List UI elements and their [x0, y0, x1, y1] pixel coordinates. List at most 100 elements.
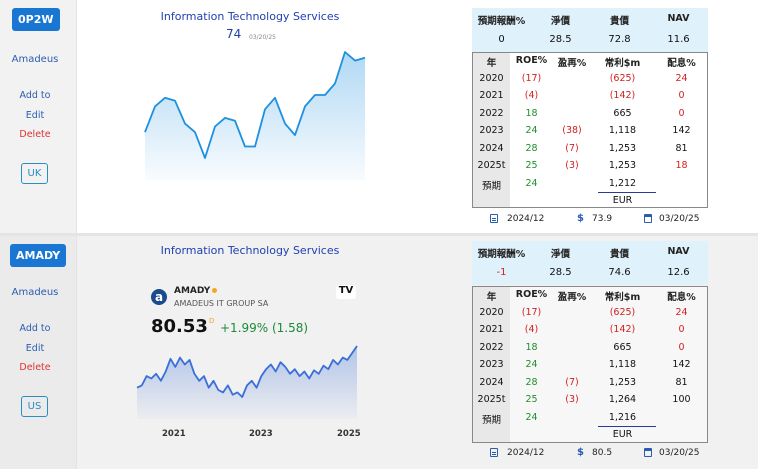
table-cell: 142: [672, 359, 691, 370]
table-cell: (625): [609, 72, 636, 84]
table-header: ROE%: [515, 289, 548, 300]
total-underline: [598, 192, 656, 193]
table-cell: (17): [521, 72, 542, 84]
table-cell: 1,253: [608, 142, 637, 154]
current-price: 74: [226, 27, 242, 41]
row-year: 預期: [481, 180, 501, 192]
widget-price-flag: D: [209, 317, 215, 325]
price-series-area: [137, 346, 357, 419]
ticker-button[interactable]: 0P2W: [12, 8, 60, 31]
footer-value: 80.5: [592, 448, 613, 458]
row-year: 2020: [479, 306, 504, 318]
tradingview-logo-icon[interactable]: TV: [336, 285, 356, 299]
table-header: 常利$m: [604, 292, 641, 303]
footer-date: 03/20/25: [659, 214, 700, 224]
sparkline-area: [145, 52, 365, 180]
table-cell: 1,216: [608, 411, 637, 423]
table-cell: 25: [525, 394, 538, 405]
financial-table: 年 ROE% 盈再% 常利$m 配息% 2020 (17) (625) 24 2021 (4) (14…: [472, 286, 708, 443]
delete-link[interactable]: Delete: [19, 362, 51, 373]
summary-header: 淨價: [550, 16, 570, 27]
add-to-link[interactable]: Add to: [19, 90, 51, 101]
table-header: 盈再%: [557, 58, 587, 69]
table-cell: (4): [524, 90, 539, 101]
company-link[interactable]: Amadeus: [11, 287, 59, 298]
table-cell: 1,118: [608, 125, 637, 136]
currency-label: EUR: [612, 429, 633, 440]
table-cell: 1,212: [608, 177, 637, 189]
document-icon: [490, 448, 498, 457]
currency-label: EUR: [612, 195, 633, 206]
price-chart[interactable]: [136, 344, 358, 419]
calendar-icon: [644, 214, 652, 223]
row-year: 2024: [479, 142, 504, 154]
summary-header: 貴價: [609, 16, 629, 27]
table-header: 配息%: [667, 58, 696, 69]
table-cell: 28: [525, 376, 538, 388]
table-cell: (3): [565, 160, 579, 171]
row-year: 2021: [479, 324, 504, 335]
market-status-dot: [212, 288, 217, 293]
table-cell: (142): [609, 324, 636, 335]
table-cell: (7): [565, 142, 579, 154]
table-cell: (17): [521, 306, 542, 318]
table-header: 年: [486, 58, 497, 69]
sector-title: Information Technology Services: [160, 10, 340, 23]
price-series-line: [136, 345, 358, 398]
row-year: 預期: [481, 414, 501, 426]
footer-date: 03/20/25: [659, 448, 700, 458]
table-cell: 24: [525, 177, 538, 189]
table-header: 常利$m: [604, 58, 641, 69]
nav-value: 11.6: [667, 34, 690, 45]
company-link[interactable]: Amadeus: [11, 54, 59, 65]
add-to-link[interactable]: Add to: [19, 323, 51, 334]
table-cell: (4): [524, 324, 539, 335]
x-axis-label: 2021: [162, 429, 186, 439]
market-badge[interactable]: US: [21, 396, 48, 417]
year-column-bg: [473, 53, 510, 207]
edit-link[interactable]: Edit: [25, 343, 45, 354]
net-price-value: 28.5: [549, 34, 572, 45]
edit-link[interactable]: Edit: [25, 110, 45, 121]
summary-header: 貴價: [609, 249, 629, 260]
row-year: 2022: [479, 341, 504, 353]
valuation-summary: 預期報酬% 淨價 貴價 NAV -1 28.5 74.6 12.6: [472, 241, 708, 285]
card-divider: [0, 233, 758, 236]
price-date: 03/20/25: [249, 34, 276, 41]
stock-card-0p2w: 0P2W Amadeus Add to Edit Delete UK Infor…: [0, 0, 758, 234]
table-cell: 24: [525, 359, 538, 370]
row-year: 2023: [479, 125, 504, 136]
table-cell: 81: [675, 376, 688, 388]
table-cell: (38): [562, 125, 582, 136]
footer-value: 73.9: [592, 214, 613, 224]
total-underline: [598, 426, 656, 427]
stock-sidebar: 0P2W Amadeus Add to Edit Delete UK: [0, 0, 77, 234]
table-cell: (142): [609, 90, 636, 101]
nav-value: 12.6: [667, 267, 690, 278]
table-cell: 0: [678, 324, 685, 335]
ticker-button[interactable]: AMADY: [10, 244, 67, 267]
stock-card-amady: AMADY Amadeus Add to Edit Delete US Info…: [0, 236, 758, 469]
x-axis-label: 2023: [249, 429, 273, 439]
table-cell: 0: [678, 90, 685, 101]
financial-table: 年 ROE% 盈再% 常利$m 配息% 2020 (17) (625) 24 2021 (4) (14…: [472, 52, 708, 208]
market-badge[interactable]: UK: [21, 163, 48, 184]
summary-header: NAV: [667, 13, 690, 24]
summary-header: 預期報酬%: [477, 16, 526, 27]
valuation-summary: 預期報酬% 淨價 貴價 NAV 0 28.5 72.8 11.6: [472, 8, 708, 52]
table-cell: 142: [672, 125, 691, 136]
table-cell: 18: [675, 160, 688, 171]
widget-symbol[interactable]: AMADY: [174, 286, 211, 296]
table-header: ROE%: [515, 55, 548, 66]
summary-header: 預期報酬%: [477, 249, 526, 260]
table-cell: 1,118: [608, 359, 637, 370]
summary-header: NAV: [667, 246, 690, 257]
table-cell: 18: [525, 341, 538, 353]
table-cell: 24: [525, 411, 538, 423]
widget-company-name: AMADEUS IT GROUP SA: [174, 299, 269, 308]
expected-return-value: 0: [498, 34, 505, 45]
table-header: 配息%: [667, 292, 696, 303]
expensive-price-value: 72.8: [608, 34, 631, 45]
table-cell: 1,264: [608, 394, 637, 405]
delete-link[interactable]: Delete: [19, 129, 51, 140]
